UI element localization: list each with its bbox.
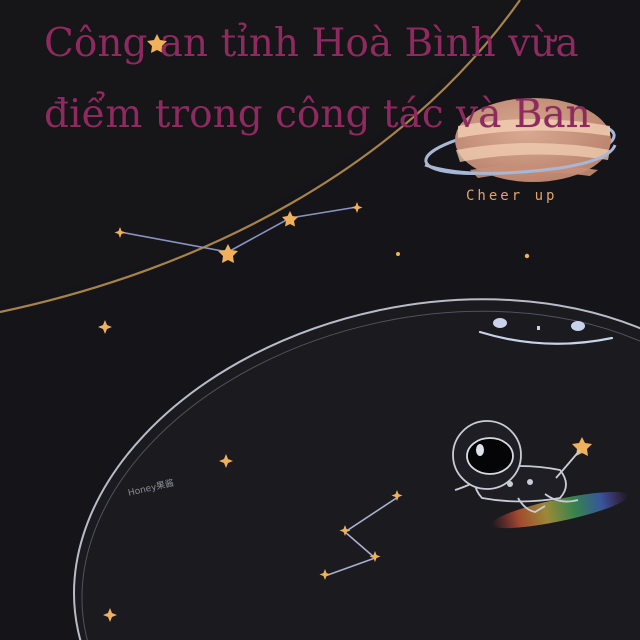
visor-shine <box>476 444 484 456</box>
star-sparkle-icon <box>103 608 117 622</box>
headline-line-2: điểm trong công tác và Ban <box>44 92 591 137</box>
saturn-band <box>456 143 610 162</box>
saturn-band <box>458 119 610 138</box>
planet-face-eye-right <box>571 321 585 331</box>
astronaut-leg <box>544 493 579 503</box>
headline-line-1: Công an tỉnh Hoà Bình vừa <box>44 21 579 66</box>
star-icon <box>572 437 592 456</box>
large-planet-edge <box>0 0 520 305</box>
astronaut-visor <box>466 437 514 475</box>
star-icon <box>147 34 167 53</box>
star-sparkle-icon <box>351 202 363 213</box>
star-icon <box>282 211 298 227</box>
planet-face-mouth <box>478 330 614 345</box>
star-dot <box>396 252 400 256</box>
suit-button <box>527 479 533 485</box>
star-sparkle-icon <box>98 320 112 334</box>
star-sparkle-icon <box>319 569 331 580</box>
constellation-upper <box>119 206 358 253</box>
star-sparkle-icon <box>114 227 126 238</box>
astronaut-arm-right <box>555 449 581 479</box>
bottom-planet-inner-rim <box>81 310 640 640</box>
planet-face-eye-left <box>493 318 507 328</box>
star-sparkle-icon <box>339 525 351 536</box>
orbit-line <box>0 0 521 314</box>
saturn-body <box>455 98 611 182</box>
rainbow-trail <box>491 491 629 529</box>
saturn-ring-front <box>424 144 617 175</box>
star-sparkle-icon <box>369 551 381 562</box>
bottom-planet <box>73 298 640 640</box>
star-sparkle-icon <box>219 454 233 468</box>
planet-face-nose <box>537 326 540 330</box>
planet-caption: Cheer up <box>466 188 558 204</box>
star-icon <box>218 244 238 263</box>
astronaut <box>452 420 629 529</box>
star-dot <box>524 253 530 259</box>
astronaut-leg <box>517 497 546 513</box>
constellation-lower <box>324 496 399 577</box>
star-sparkle-icon <box>391 490 403 501</box>
suit-button <box>507 481 513 487</box>
